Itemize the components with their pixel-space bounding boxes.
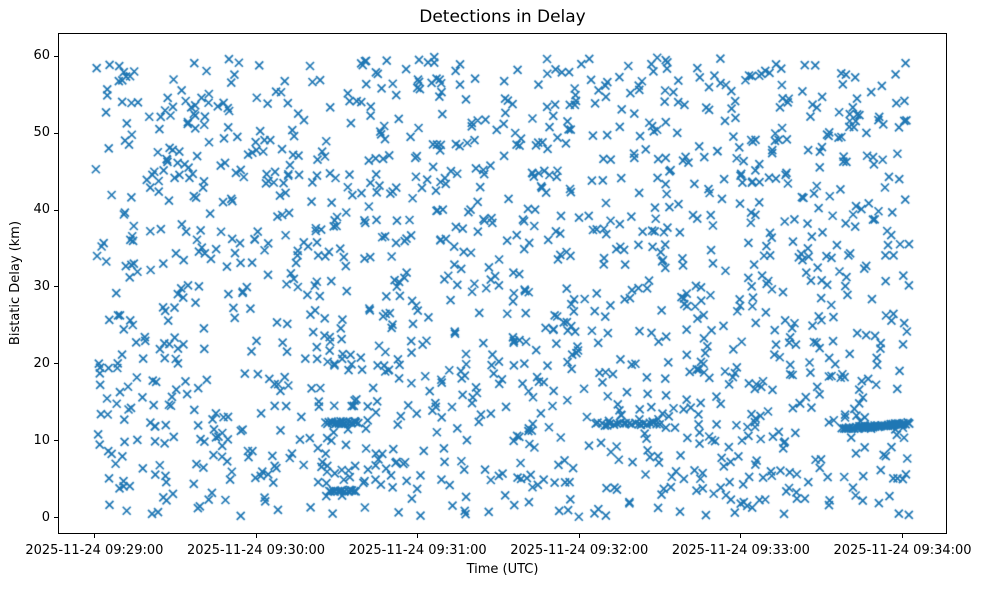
plot-area xyxy=(58,33,947,534)
x-tick-label: 2025-11-24 09:33:00 xyxy=(671,543,810,558)
y-tick-label: 40 xyxy=(33,202,50,217)
x-tick-mark xyxy=(578,534,580,538)
y-tick-mark xyxy=(54,209,58,211)
y-tick-label: 60 xyxy=(33,48,50,64)
y-tick-label: 30 xyxy=(33,278,50,294)
x-tick-mark xyxy=(93,534,95,538)
x-tick-mark xyxy=(255,534,257,538)
y-tick-label: 10 xyxy=(33,432,50,448)
y-tick-mark xyxy=(54,55,58,57)
y-tick-label: 0 xyxy=(41,509,50,525)
x-tick-label: 2025-11-24 09:30:00 xyxy=(186,543,326,558)
y-tick-mark xyxy=(54,132,58,134)
y-tick-label: 50 xyxy=(33,125,50,141)
x-tick-mark xyxy=(417,534,419,538)
x-tick-label: 2025-11-24 09:32:00 xyxy=(510,543,649,558)
chart-title: Detections in Delay xyxy=(419,7,586,27)
y-tick-mark xyxy=(54,517,58,519)
x-tick-label: 2025-11-24 09:34:00 xyxy=(833,543,972,558)
x-tick-mark xyxy=(902,534,904,538)
x-tick-label: 2025-11-24 09:31:00 xyxy=(348,543,487,558)
y-tick-mark xyxy=(54,286,58,288)
y-tick-mark xyxy=(54,363,58,365)
scatter-points-canvas xyxy=(59,34,946,533)
y-tick-mark xyxy=(54,440,58,442)
x-tick-label: 2025-11-24 09:29:00 xyxy=(25,543,164,558)
x-axis-label: Time (UTC) xyxy=(466,562,539,577)
x-tick-mark xyxy=(740,534,742,538)
y-tick-label: 20 xyxy=(33,355,50,371)
